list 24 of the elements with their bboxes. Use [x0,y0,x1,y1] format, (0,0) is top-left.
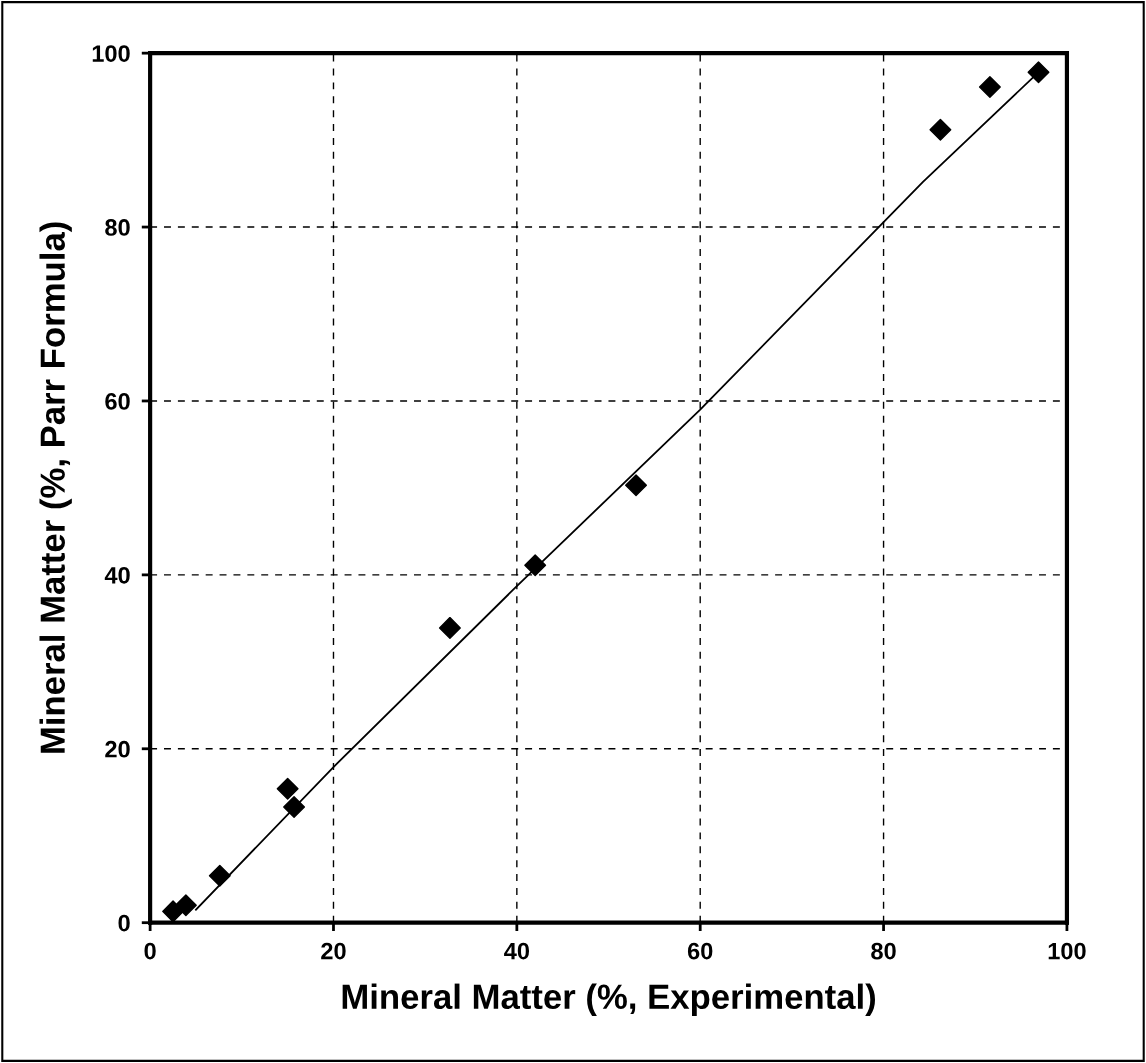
point [208,864,231,887]
point [929,118,952,141]
x-tick-label: 40 [504,942,530,960]
y-tick-label: 0 [118,914,130,932]
y-tick-label: 80 [105,219,130,236]
y-tick-label: 100 [92,45,130,62]
point [438,616,461,639]
y-tick-label: 20 [105,740,130,758]
x-tick-label: 80 [871,942,896,960]
point [1027,61,1050,84]
x-tick-label: 60 [687,942,713,960]
point [625,474,648,497]
point [174,894,197,917]
y-tick-label: 40 [104,566,130,584]
x-tick-label: 0 [144,942,156,960]
y-axis-title: Mineral Matter (%, Parr Formula) [39,222,72,753]
point [978,76,1001,99]
x-tick-label: 100 [1048,942,1086,960]
point [283,796,306,819]
x-axis-title: Mineral Matter (%, Experimental) [342,983,876,1016]
x-tick-label: 20 [321,942,346,960]
y-tick-label: 60 [105,393,130,410]
point [276,777,299,800]
point [524,554,547,577]
